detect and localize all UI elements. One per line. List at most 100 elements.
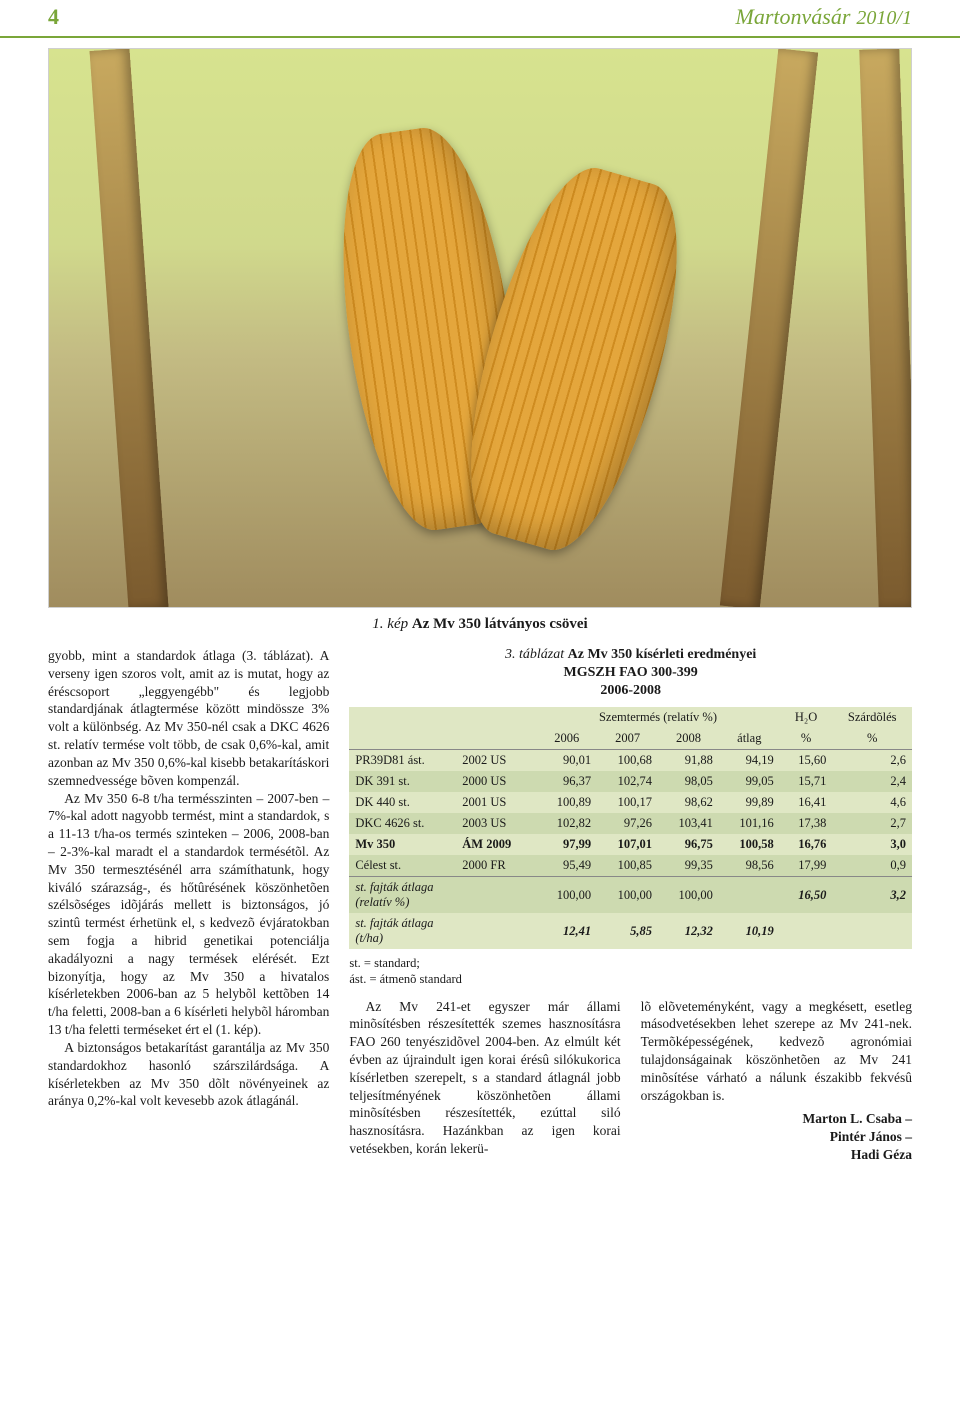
columns-2-3: 3. táblázat Az Mv 350 kísérleti eredmény… xyxy=(349,647,912,1164)
cell: 98,05 xyxy=(658,771,719,792)
cell: 94,19 xyxy=(719,750,780,772)
caption-text: Az Mv 350 látványos csövei xyxy=(412,616,588,632)
cell-name: DK 440 st. xyxy=(349,792,456,813)
cell: 99,35 xyxy=(658,855,719,877)
th-blank xyxy=(456,728,536,750)
cell: 100,00 xyxy=(597,877,658,914)
cell: 3,2 xyxy=(832,877,912,914)
th-pct: % xyxy=(780,728,833,750)
cell: 16,41 xyxy=(780,792,833,813)
cell: 96,75 xyxy=(658,834,719,855)
cell-code: 2002 US xyxy=(456,750,536,772)
cell: 98,56 xyxy=(719,855,780,877)
cell-code: 2000 FR xyxy=(456,855,536,877)
cell: 100,85 xyxy=(597,855,658,877)
cell: 17,99 xyxy=(780,855,833,877)
article-body: gyobb, mint a standardok átlaga (3. tábl… xyxy=(0,647,960,1188)
table-row: PR39D81 ást.2002 US90,01100,6891,8894,19… xyxy=(349,750,912,772)
cell-name: Célest st. xyxy=(349,855,456,877)
data-table: Szemtermés (relatív %) H₂O Szárdõlés 200… xyxy=(349,707,912,949)
author-name: Marton L. Csaba – xyxy=(641,1110,912,1128)
cell xyxy=(832,913,912,949)
cell: 100,00 xyxy=(658,877,719,914)
author-block: Marton L. Csaba – Pintér János – Hadi Gé… xyxy=(641,1110,912,1163)
table-caption-lead: 3. táblázat xyxy=(505,647,568,662)
corn-stalk-decor xyxy=(859,48,912,608)
table-summary-row: st. fajták átlaga (t/ha) 12,41 5,85 12,3… xyxy=(349,913,912,949)
cell-name: Mv 350 xyxy=(349,834,456,855)
legend-line: st. = standard; xyxy=(349,956,420,970)
body-paragraph: Az Mv 350 6-8 t/ha termésszinten – 2007-… xyxy=(48,790,329,1039)
th-blank xyxy=(349,728,456,750)
hero-image xyxy=(48,48,912,608)
author-name: Pintér János – xyxy=(641,1128,912,1146)
issue-label: 2010/1 xyxy=(856,7,912,30)
body-paragraph: lõ elõveteményként, vagy a megkésett, es… xyxy=(641,998,912,1105)
column-3: lõ elõveteményként, vagy a megkésett, es… xyxy=(641,998,912,1164)
corn-stalk-decor xyxy=(90,48,169,608)
cell-code: ÁM 2009 xyxy=(456,834,536,855)
cell: 102,82 xyxy=(536,813,597,834)
legend-line: ást. = átmenõ standard xyxy=(349,972,462,986)
cell: 101,16 xyxy=(719,813,780,834)
cell xyxy=(780,913,833,949)
cell: 15,71 xyxy=(780,771,833,792)
table-row: Célest st.2000 FR95,49100,8599,3598,5617… xyxy=(349,855,912,877)
cell: 5,85 xyxy=(597,913,658,949)
body-paragraph: A biztonságos betakarítást garantálja az… xyxy=(48,1039,329,1110)
cell: 0,9 xyxy=(832,855,912,877)
cell: 10,19 xyxy=(719,913,780,949)
cell-code: 2001 US xyxy=(456,792,536,813)
corn-stalk-decor xyxy=(720,48,818,608)
lower-columns: Az Mv 241-et egyszer már állami minõsíté… xyxy=(349,998,912,1164)
cell: 100,17 xyxy=(597,792,658,813)
author-name: Hadi Géza xyxy=(641,1146,912,1164)
th-2008: 2008 xyxy=(658,728,719,750)
table-row: DKC 4626 st.2003 US102,8297,26103,41101,… xyxy=(349,813,912,834)
table-block: 3. táblázat Az Mv 350 kísérleti eredmény… xyxy=(349,647,912,988)
table-caption-title: Az Mv 350 kísérleti eredményei xyxy=(568,647,757,662)
cell: 2,7 xyxy=(832,813,912,834)
cell: 98,62 xyxy=(658,792,719,813)
th-group-szemtermes: Szemtermés (relatív %) xyxy=(536,707,780,728)
table-col-headers: 2006 2007 2008 átlag % % xyxy=(349,728,912,750)
cell: 4,6 xyxy=(832,792,912,813)
cell: 91,88 xyxy=(658,750,719,772)
cell: 100,58 xyxy=(719,834,780,855)
cell xyxy=(719,877,780,914)
page-root: 4 Martonvásár 2010/1 1. kép Az Mv 350 lá… xyxy=(0,0,960,1188)
cell: 96,37 xyxy=(536,771,597,792)
cell: 16,50 xyxy=(780,877,833,914)
th-2007: 2007 xyxy=(597,728,658,750)
cell: 12,32 xyxy=(658,913,719,949)
table-row: DK 391 st.2000 US96,37102,7498,0599,0515… xyxy=(349,771,912,792)
th-pct: % xyxy=(832,728,912,750)
th-h2o: H₂O xyxy=(780,707,833,728)
column-1: gyobb, mint a standardok átlaga (3. tábl… xyxy=(48,647,329,1164)
caption-lead: 1. kép xyxy=(372,616,412,632)
table-row: Mv 350ÁM 200997,99107,0196,75100,5816,76… xyxy=(349,834,912,855)
cell: 100,68 xyxy=(597,750,658,772)
table-body: PR39D81 ást.2002 US90,01100,6891,8894,19… xyxy=(349,750,912,877)
figure-caption: 1. kép Az Mv 350 látványos csövei xyxy=(0,616,960,633)
body-paragraph: Az Mv 241-et egyszer már állami minõsíté… xyxy=(349,998,620,1158)
cell: 99,89 xyxy=(719,792,780,813)
summary-label: st. fajták átlaga (t/ha) xyxy=(349,913,536,949)
cell: 16,76 xyxy=(780,834,833,855)
cell: 15,60 xyxy=(780,750,833,772)
cell: 2,6 xyxy=(832,750,912,772)
cell: 100,89 xyxy=(536,792,597,813)
cell: 107,01 xyxy=(597,834,658,855)
table-summary-row: st. fajták átlaga (relatív %) 100,00 100… xyxy=(349,877,912,914)
table-years: 2006-2008 xyxy=(349,683,912,699)
cell: 99,05 xyxy=(719,771,780,792)
cell: 97,26 xyxy=(597,813,658,834)
cell: 2,4 xyxy=(832,771,912,792)
table-footer: st. fajták átlaga (relatív %) 100,00 100… xyxy=(349,877,912,950)
cell: 3,0 xyxy=(832,834,912,855)
cell-code: 2000 US xyxy=(456,771,536,792)
column-2: Az Mv 241-et egyszer már állami minõsíté… xyxy=(349,998,620,1164)
th-2006: 2006 xyxy=(536,728,597,750)
table-subtitle: MGSZH FAO 300-399 xyxy=(349,665,912,681)
cell: 103,41 xyxy=(658,813,719,834)
